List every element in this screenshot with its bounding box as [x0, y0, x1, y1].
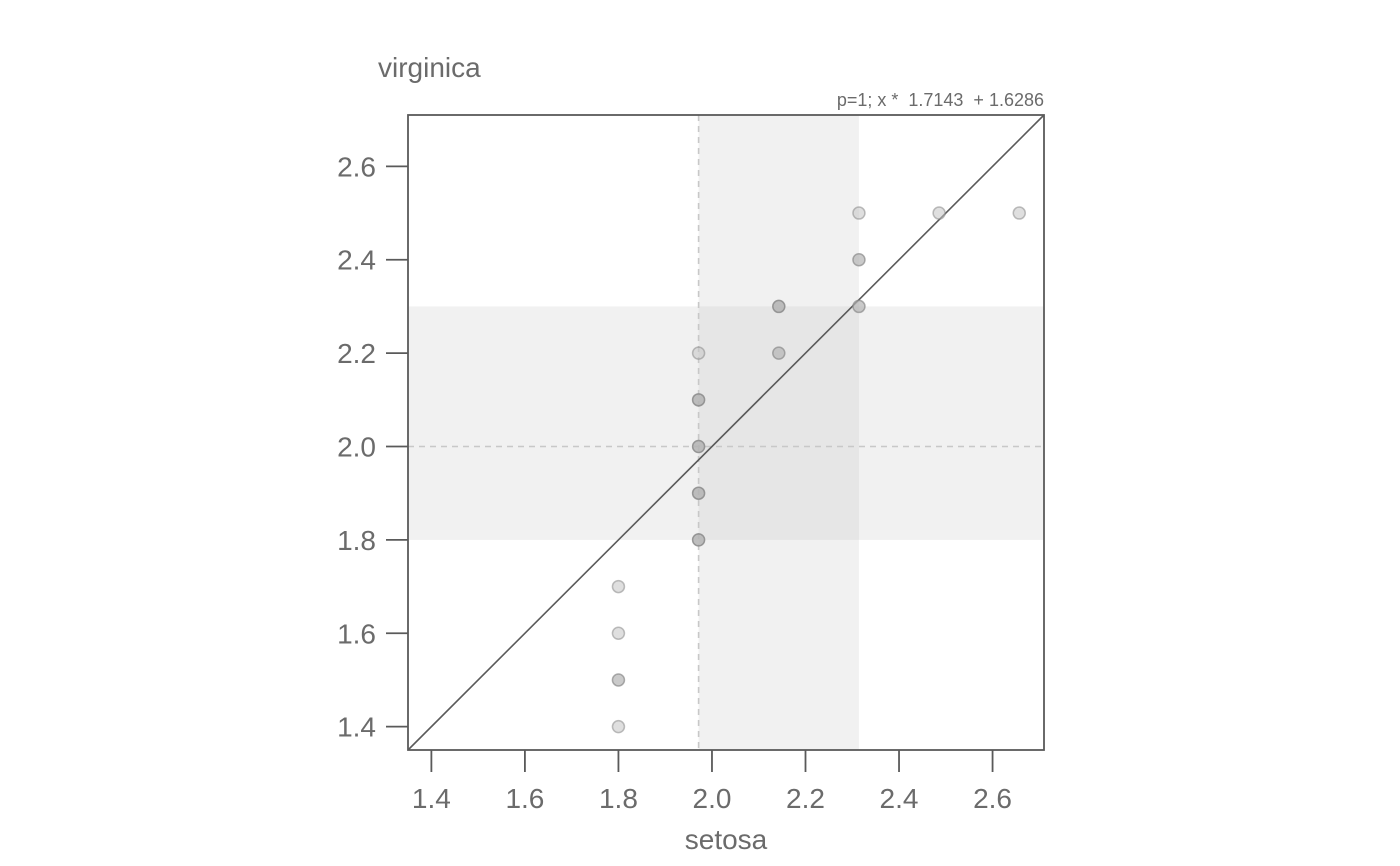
bands-layer — [408, 115, 1044, 750]
y-tick-label: 2.2 — [337, 338, 376, 369]
fit-annotation: p=1; x * 1.7143 + 1.6286 — [836, 90, 1044, 110]
data-point — [772, 299, 786, 314]
x-tick-label: 1.6 — [505, 783, 544, 814]
points-layer — [611, 206, 1027, 734]
y-tick-label: 1.8 — [337, 525, 376, 556]
data-point — [691, 486, 706, 500]
y-tick-label: 2.0 — [337, 432, 376, 463]
reference-lines-layer — [408, 115, 1044, 750]
y-axis: 1.4 1.6 1.8 2.0 2.2 2.4 2.6 — [337, 151, 408, 743]
data-point — [852, 299, 866, 314]
x-tick-label: 2.0 — [693, 783, 732, 814]
data-point — [772, 346, 786, 360]
x-tick-label: 1.4 — [412, 783, 451, 814]
data-point — [611, 719, 626, 734]
y-tick-label: 1.4 — [337, 712, 376, 743]
data-point — [852, 252, 866, 267]
y-tick-label: 1.6 — [337, 618, 376, 649]
data-point — [852, 206, 866, 220]
data-point — [691, 533, 706, 547]
y-tick-label: 2.4 — [337, 245, 376, 276]
x-tick-label: 1.8 — [599, 783, 638, 814]
x-tick-label: 2.4 — [880, 783, 919, 814]
x-tick-label: 2.6 — [973, 783, 1012, 814]
data-point — [611, 673, 626, 687]
x-tick-label: 2.2 — [786, 783, 825, 814]
data-point — [611, 579, 626, 594]
data-point — [691, 393, 706, 407]
data-point — [1012, 206, 1027, 220]
data-point — [932, 206, 946, 220]
fit-line — [407, 114, 1045, 751]
fit-line-layer — [407, 114, 1045, 751]
band-overlap — [698, 306, 859, 540]
plot-frame — [407, 114, 1045, 751]
data-point — [611, 626, 626, 641]
x-axis-title: setosa — [684, 824, 768, 855]
y-axis-title: virginica — [378, 52, 481, 83]
x-axis: 1.4 1.6 1.8 2.0 2.2 2.4 2.6 — [412, 750, 1012, 814]
data-point — [691, 346, 706, 360]
y-tick-label: 2.6 — [337, 151, 376, 182]
data-point — [691, 439, 706, 454]
